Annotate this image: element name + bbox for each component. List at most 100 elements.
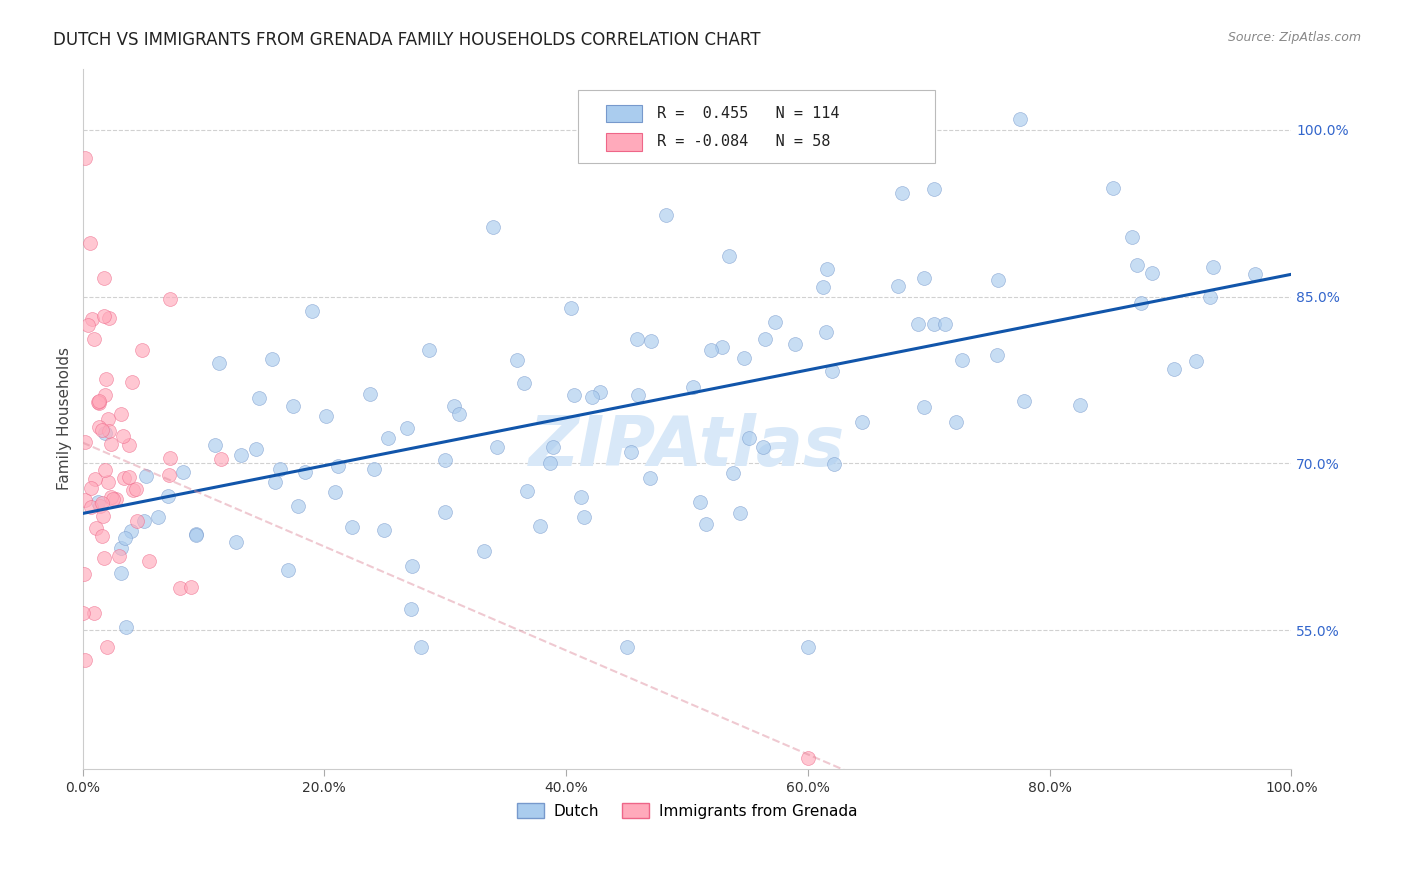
Point [89,499,111,513]
Text: Source: ZipAtlas.com: Source: ZipAtlas.com [1227,31,1361,45]
Point [922,182,945,196]
Point [72,607,94,621]
Point [75,492,97,507]
Point [418,343,440,357]
Point [276,563,298,577]
Point [156,489,179,503]
Point [627,388,650,402]
Point [700,343,723,357]
Point [231,448,253,462]
Point [738,431,761,445]
Point [87,495,110,509]
Point [114,620,136,634]
Point [811,279,834,293]
Point [912,400,935,414]
Point [159,292,181,306]
Point [131,343,153,357]
Point [103,491,125,506]
Point [823,457,845,471]
Text: ZIPAtlas: ZIPAtlas [529,414,845,481]
Point [90,529,112,543]
Point [887,279,910,293]
Legend: Dutch, Immigrants from Grenada: Dutch, Immigrants from Grenada [510,797,863,825]
Point [264,475,287,489]
Point [626,332,648,346]
Point [120,524,142,539]
Point [122,483,145,498]
Point [138,554,160,568]
Point [169,582,191,596]
Point [75,435,97,450]
Point [399,601,422,615]
Point [287,499,309,513]
Point [97,475,120,490]
Point [83,332,105,346]
Text: DUTCH VS IMMIGRANTS FROM GRENADA FAMILY HOUSEHOLDS CORRELATION CHART: DUTCH VS IMMIGRANTS FROM GRENADA FAMILY … [53,31,761,49]
Point [91,509,114,524]
Point [516,483,538,498]
Point [118,469,141,483]
Point [72,567,94,582]
Bar [606,105,643,122]
Point [94,372,117,386]
Point [84,521,107,535]
Point [945,415,967,429]
Point [449,407,471,421]
Point [616,640,638,654]
Point [1069,398,1091,412]
Point [326,458,349,473]
Point [124,482,146,496]
Point [434,505,457,519]
Point [76,318,98,332]
Point [754,332,776,346]
Point [588,385,610,400]
Point [96,640,118,654]
Point [655,208,678,222]
Point [1010,112,1032,126]
Point [110,407,132,421]
Point [472,544,495,558]
Bar [606,133,643,151]
Point [118,438,141,452]
Point [112,471,135,485]
Point [323,485,346,500]
Point [1185,354,1208,368]
Point [581,390,603,404]
Point [905,122,928,136]
Point [733,351,755,365]
Point [73,151,96,165]
Point [80,500,103,515]
Point [541,440,564,454]
Point [146,509,169,524]
Point [111,428,134,442]
Point [1163,362,1185,376]
Point [80,312,103,326]
Point [1202,260,1225,274]
Point [682,380,704,394]
Point [97,411,120,425]
Point [482,219,505,234]
Point [269,462,291,476]
Point [75,653,97,667]
Point [80,481,103,495]
Point [710,341,733,355]
Point [752,441,775,455]
Point [529,519,551,533]
Point [114,531,136,545]
Point [907,317,929,331]
Point [132,514,155,528]
Point [1102,181,1125,195]
Text: R =  0.455   N = 114: R = 0.455 N = 114 [657,106,839,121]
Point [434,453,457,467]
Point [127,515,149,529]
Point [83,606,105,620]
Point [409,640,432,654]
Point [890,186,912,201]
Point [121,375,143,389]
Point [912,271,935,285]
Point [505,352,527,367]
Point [110,541,132,555]
FancyBboxPatch shape [578,89,935,163]
Text: R = -0.084   N = 58: R = -0.084 N = 58 [657,134,830,149]
Point [851,415,873,429]
